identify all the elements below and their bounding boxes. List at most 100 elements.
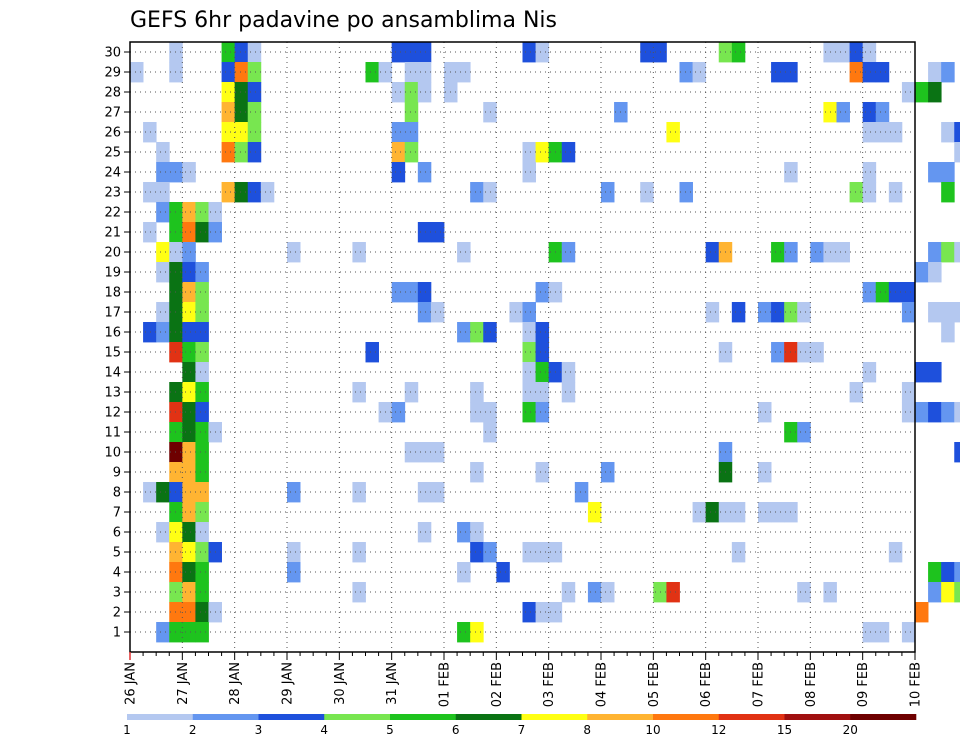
heatmap-cell: [705, 242, 720, 263]
heatmap-cell: [941, 182, 955, 203]
heatmap-cell: [758, 302, 772, 323]
heatmap-cell: [941, 582, 955, 603]
heatmap-cell: [182, 242, 196, 263]
heatmap-cell: [836, 42, 850, 63]
heatmap-cell: [182, 422, 196, 443]
y-tick-label: 25: [104, 146, 121, 161]
heatmap-cell: [731, 42, 746, 63]
heatmap-cell: [221, 182, 236, 203]
heatmap-cell: [692, 62, 707, 83]
heatmap-cell: [457, 522, 471, 543]
y-tick-label: 30: [104, 46, 121, 61]
colorbar-swatch: [653, 714, 720, 720]
colorbar-swatch: [192, 714, 259, 720]
colorbar-label: 2: [189, 723, 197, 737]
y-tick-label: 21: [104, 226, 121, 241]
heatmap-cell: [247, 62, 262, 83]
heatmap-cell: [928, 302, 942, 323]
heatmap-cell: [483, 422, 497, 443]
heatmap-cell: [404, 122, 419, 143]
heatmap-cell: [221, 142, 236, 163]
heatmap-cell: [247, 122, 262, 143]
heatmap-cell: [182, 602, 196, 623]
y-tick-label: 6: [113, 526, 121, 541]
heatmap-cell: [797, 342, 811, 363]
heatmap-cell: [954, 142, 960, 163]
heatmap-cell: [417, 82, 432, 103]
heatmap-cell: [352, 242, 366, 263]
heatmap-cell: [901, 382, 916, 403]
heatmap-cell: [260, 182, 275, 203]
heatmap-cell: [522, 542, 536, 563]
heatmap-cell: [143, 122, 157, 143]
heatmap-cell: [404, 102, 419, 123]
heatmap-cell: [195, 422, 209, 443]
heatmap-cell: [195, 542, 209, 563]
y-tick-label: 17: [104, 306, 121, 321]
heatmap-cell: [954, 122, 960, 143]
heatmap-cell: [561, 242, 576, 263]
heatmap-cell: [156, 202, 170, 223]
heatmap-cell: [287, 242, 301, 263]
heatmap-cell: [457, 562, 471, 583]
heatmap-cell: [470, 522, 484, 543]
heatmap-cell: [182, 282, 196, 303]
colorbar-swatch: [587, 714, 654, 720]
heatmap-cell: [182, 442, 196, 463]
heatmap-cell: [836, 242, 850, 263]
heatmap-cell: [182, 562, 196, 583]
heatmap-cell: [862, 182, 877, 203]
heatmap-cell: [470, 322, 484, 343]
y-tick-label: 2: [113, 606, 121, 621]
heatmap-cell: [875, 122, 890, 143]
heatmap-cell: [535, 142, 550, 163]
heatmap-cell: [849, 42, 864, 63]
heatmap-cell: [195, 602, 209, 623]
heatmap-cell: [156, 162, 170, 183]
heatmap-cell: [758, 402, 772, 423]
heatmap-cell: [941, 162, 955, 183]
y-tick-label: 5: [113, 546, 121, 561]
y-tick-label: 20: [104, 246, 121, 261]
y-axis: 1234567891011121314151617181920212223242…: [104, 46, 130, 641]
heatmap-cell: [810, 242, 824, 263]
heatmap-cell: [365, 62, 379, 83]
heatmap-cell: [352, 482, 366, 503]
heatmap-cell: [535, 382, 550, 403]
heatmap-cell: [731, 302, 746, 323]
heatmap-cell: [535, 602, 550, 623]
colorbar-label: 8: [583, 723, 591, 737]
heatmap-cell: [247, 182, 262, 203]
y-tick-label: 3: [113, 586, 121, 601]
colorbar-label: 12: [711, 723, 726, 737]
heatmap-cell: [692, 502, 707, 523]
heatmap-cell: [862, 162, 877, 183]
heatmap-cell: [404, 382, 419, 403]
heatmap-cell: [705, 502, 720, 523]
heatmap-cell: [862, 622, 877, 643]
heatmap-cell: [522, 602, 536, 623]
y-tick-label: 24: [104, 166, 121, 181]
heatmap-cell: [875, 622, 890, 643]
heatmap-cell: [758, 502, 772, 523]
y-tick-label: 26: [104, 126, 121, 141]
heatmap-cell: [601, 182, 615, 203]
x-tick-label: 05 FEB: [647, 662, 662, 707]
heatmap-cell: [483, 182, 497, 203]
heatmap-cell: [430, 302, 445, 323]
heatmap-cell: [862, 282, 877, 303]
colorbar-swatch: [455, 714, 522, 720]
heatmap-cell: [470, 182, 484, 203]
heatmap-cell: [941, 122, 955, 143]
heatmap-cell: [901, 302, 916, 323]
heatmap-cell: [247, 42, 262, 63]
heatmap-cell: [875, 102, 890, 123]
heatmap-cell: [247, 102, 262, 123]
heatmap-cell: [679, 62, 693, 83]
heatmap-cell: [195, 342, 209, 363]
y-tick-label: 4: [113, 566, 121, 581]
heatmap-cell: [182, 382, 196, 403]
heatmap-cell: [483, 322, 497, 343]
heatmap-cell: [391, 142, 406, 163]
heatmap-cell: [287, 562, 301, 583]
